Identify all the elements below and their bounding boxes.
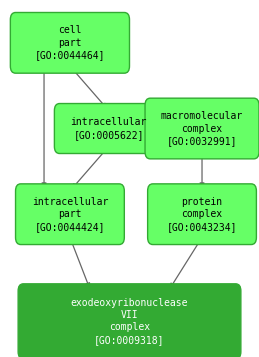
FancyBboxPatch shape <box>148 184 256 245</box>
Text: cell
part
[GO:0044464]: cell part [GO:0044464] <box>35 25 105 60</box>
FancyBboxPatch shape <box>18 284 241 357</box>
FancyBboxPatch shape <box>54 104 163 154</box>
Text: macromolecular
complex
[GO:0032991]: macromolecular complex [GO:0032991] <box>161 111 243 146</box>
Text: intracellular
part
[GO:0044424]: intracellular part [GO:0044424] <box>32 197 108 232</box>
Text: intracellular
[GO:0005622]: intracellular [GO:0005622] <box>71 117 147 140</box>
FancyBboxPatch shape <box>145 98 259 159</box>
FancyBboxPatch shape <box>10 12 130 73</box>
FancyBboxPatch shape <box>16 184 124 245</box>
Text: exodeoxyribonuclease
VII
complex
[GO:0009318]: exodeoxyribonuclease VII complex [GO:000… <box>71 298 188 345</box>
Text: protein
complex
[GO:0043234]: protein complex [GO:0043234] <box>167 197 237 232</box>
